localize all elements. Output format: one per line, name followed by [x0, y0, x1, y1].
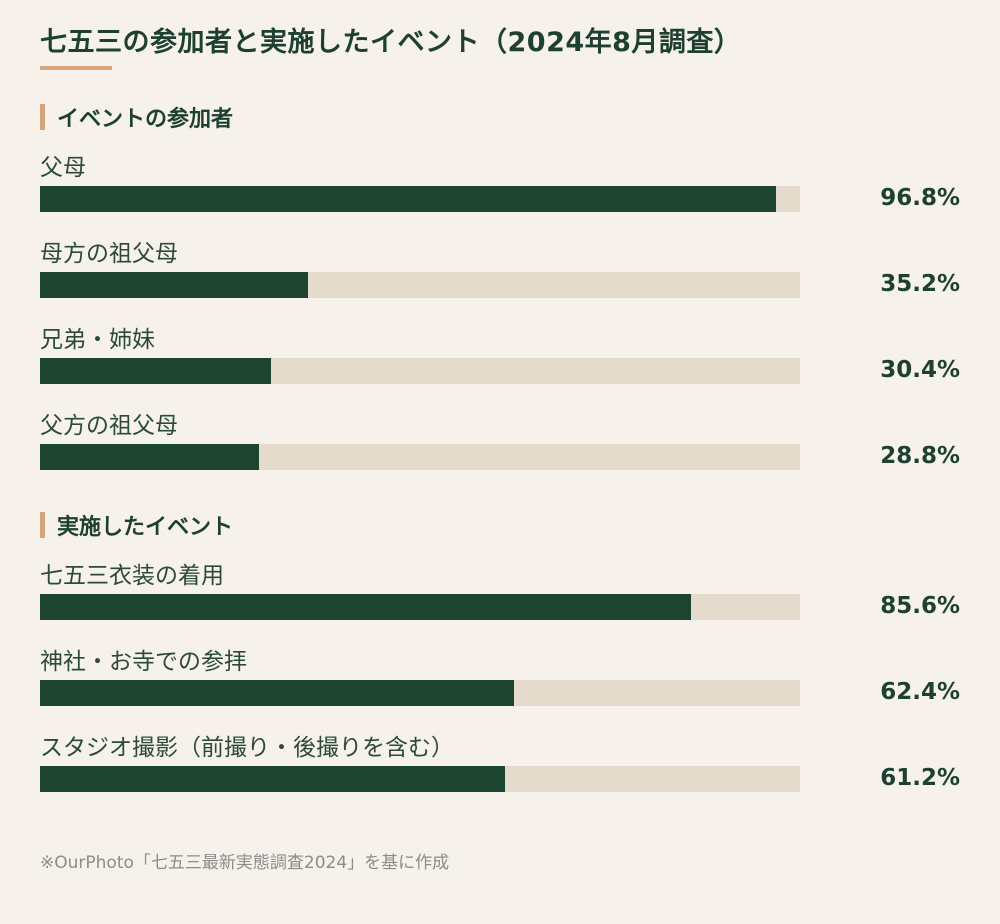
source-note: ※OurPhoto「七五三最新実態調査2024」を基に作成: [40, 853, 450, 873]
bar-track: [40, 186, 800, 212]
bar-track: [40, 272, 800, 298]
section-heading-marker: [40, 512, 45, 538]
bar: [40, 680, 515, 706]
bar: [40, 594, 691, 620]
bar: [40, 766, 506, 792]
bar-row: スタジオ撮影（前撮り・後撮りを含む） 61.2%: [40, 728, 960, 814]
section-heading: 実施したイベント: [40, 511, 234, 540]
bar-value-label: 96.8%: [880, 185, 960, 211]
bar-value-label: 85.6%: [880, 593, 960, 619]
bar-category-label: 兄弟・姉妹: [40, 327, 155, 353]
bar-category-label: 父母: [40, 155, 86, 181]
bar-value-label: 30.4%: [880, 357, 960, 383]
bar-value-label: 28.8%: [880, 443, 960, 469]
section-heading: イベントの参加者: [40, 103, 234, 132]
bar-category-label: 母方の祖父母: [40, 241, 178, 267]
bar-track: [40, 594, 800, 620]
bar-row: 父母 96.8%: [40, 148, 960, 234]
bar-value-label: 61.2%: [880, 765, 960, 791]
bar-row: 七五三衣装の着用 85.6%: [40, 556, 960, 642]
title-underline: [40, 66, 112, 70]
bar-value-label: 35.2%: [880, 271, 960, 297]
bar-row: 兄弟・姉妹 30.4%: [40, 320, 960, 406]
page-title: 七五三の参加者と実施したイベント（2024年8月調査）: [40, 27, 742, 58]
section-heading-marker: [40, 104, 45, 130]
bar-category-label: 七五三衣装の着用: [40, 563, 224, 589]
bar-track: [40, 766, 800, 792]
section-heading-text: イベントの参加者: [57, 107, 234, 132]
bar-category-label: 父方の祖父母: [40, 413, 178, 439]
bar: [40, 444, 259, 470]
bar-category-label: スタジオ撮影（前撮り・後撮りを含む）: [40, 735, 454, 761]
bar-row: 神社・お寺での参拝 62.4%: [40, 642, 960, 728]
bar-category-label: 神社・お寺での参拝: [40, 649, 247, 675]
bar: [40, 272, 308, 298]
bar-track: [40, 358, 800, 384]
bar-track: [40, 444, 800, 470]
section-heading-text: 実施したイベント: [57, 515, 234, 540]
bar-row: 母方の祖父母 35.2%: [40, 234, 960, 320]
bar-value-label: 62.4%: [880, 679, 960, 705]
bar-row: 父方の祖父母 28.8%: [40, 406, 960, 492]
bar: [40, 186, 776, 212]
bar-track: [40, 680, 800, 706]
bar: [40, 358, 272, 384]
